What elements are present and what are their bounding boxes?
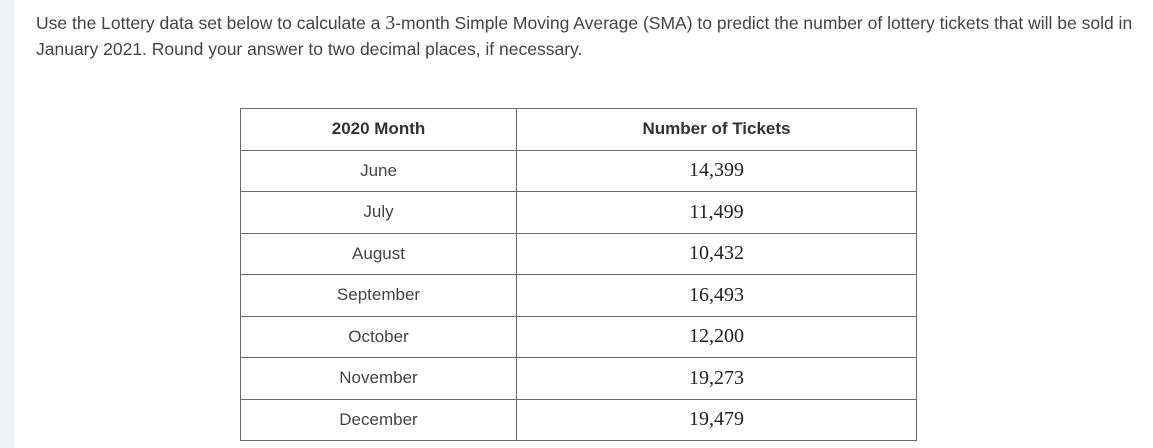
header-month: 2020 Month xyxy=(240,108,517,151)
table-row: November 19,273 xyxy=(240,357,917,400)
month-cell: June xyxy=(240,149,517,192)
question-text-before: Use the Lottery data set below to calcul… xyxy=(36,13,386,33)
tickets-cell: 10,432 xyxy=(516,232,917,275)
tickets-cell: 16,493 xyxy=(516,274,917,317)
question-text-after: -month Simple Moving Average (SMA) to pr… xyxy=(36,13,1133,59)
month-cell: October xyxy=(240,315,517,358)
table-row: September 16,493 xyxy=(240,274,917,317)
question-period-number: 3 xyxy=(385,12,396,34)
month-cell: November xyxy=(240,357,517,400)
tickets-cell: 19,273 xyxy=(516,357,917,400)
table-row: July 11,499 xyxy=(240,191,917,234)
lottery-data-table: 2020 Month Number of Tickets June 14,399… xyxy=(240,108,917,441)
table-row: October 12,200 xyxy=(240,315,917,358)
month-cell: July xyxy=(240,191,517,234)
month-cell: August xyxy=(240,232,517,275)
table-row: December 19,479 xyxy=(240,398,917,441)
table-header-row: 2020 Month Number of Tickets xyxy=(240,108,917,151)
table-row: June 14,399 xyxy=(240,149,917,192)
table-row: August 10,432 xyxy=(240,232,917,275)
month-cell: September xyxy=(240,274,517,317)
tickets-cell: 12,200 xyxy=(516,315,917,358)
tickets-cell: 19,479 xyxy=(516,398,917,441)
left-gutter xyxy=(0,0,14,448)
month-cell: December xyxy=(240,398,517,441)
tickets-cell: 11,499 xyxy=(516,191,917,234)
tickets-cell: 14,399 xyxy=(516,149,917,192)
question-text: Use the Lottery data set below to calcul… xyxy=(36,10,1136,62)
header-tickets: Number of Tickets xyxy=(516,108,917,151)
